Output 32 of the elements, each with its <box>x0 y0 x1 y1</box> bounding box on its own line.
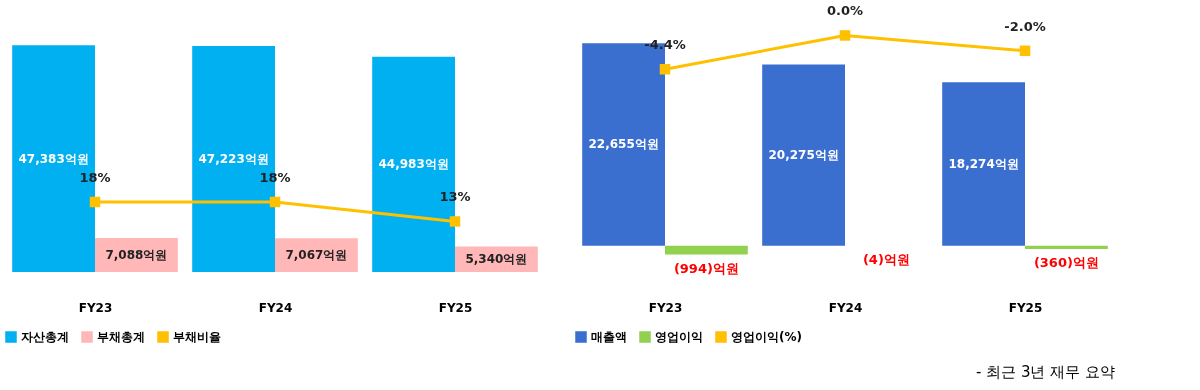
legend-label: 영업이익(%) <box>731 330 802 344</box>
text: - 최근 3년 재무 요약 <box>975 363 1115 381</box>
bar <box>942 82 1025 246</box>
data-label: (994)억원 <box>673 260 739 276</box>
data-label: 47,383억원 <box>18 151 89 166</box>
data-label: 7,067억원 <box>285 248 348 263</box>
legend-label: 부채총계 <box>97 330 145 344</box>
x-tick-label: FY25 <box>438 300 473 315</box>
x-tick-label: FY23 <box>648 300 683 315</box>
legend-label: 매출액 <box>591 330 627 344</box>
legend-label: 자산총계 <box>21 330 69 344</box>
data-label: (360)억원 <box>1033 254 1099 270</box>
legend-label: 부채비율 <box>173 330 221 344</box>
data-label: -2.0% <box>1004 18 1046 34</box>
data-label: (4)억원 <box>862 251 910 267</box>
data-label: 7,088억원 <box>105 248 168 263</box>
data-label: 22,655억원 <box>588 137 659 152</box>
bar <box>762 64 845 246</box>
x-tick-label: FY24 <box>258 300 293 315</box>
bar <box>1025 245 1108 249</box>
x-tick-label: FY25 <box>1008 300 1043 315</box>
data-label: 5,340억원 <box>465 252 528 267</box>
data-label: 0.0% <box>826 3 864 19</box>
legend-label: 영업이익 <box>655 330 703 344</box>
x-tick-label: FY23 <box>78 300 113 315</box>
data-label: 44,983억원 <box>378 157 449 172</box>
bar <box>665 245 748 255</box>
x-tick-label: FY24 <box>828 300 863 315</box>
data-label: -4.4% <box>644 37 686 53</box>
data-label: 47,223억원 <box>198 151 269 166</box>
data-label: 18,274억원 <box>948 157 1019 172</box>
data-label: 20,275억원 <box>768 148 839 163</box>
